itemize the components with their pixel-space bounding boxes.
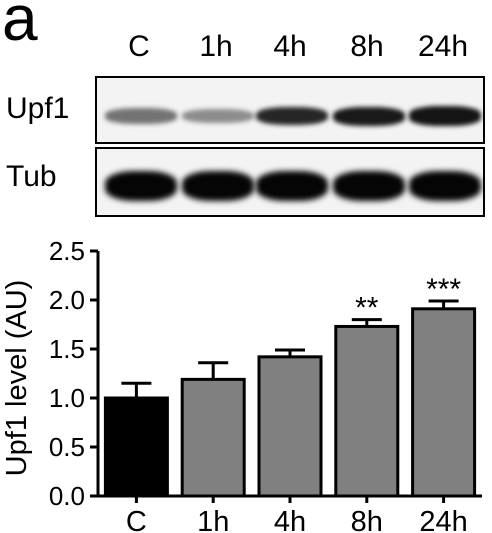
y-axis-label-group: Upf1 level (AU) [1,280,33,477]
blot-band-upf1-24h [409,106,481,126]
blot-band-tub-24h [409,171,481,201]
significance-marker-24h: *** [426,273,461,306]
lane-label-4h: 4h [273,30,307,63]
bars: ***** [103,273,477,498]
x-tick-label-1h: 1h [197,506,229,533]
y-tick-label: 1.5 [49,334,85,364]
blot-band-tub-1h [182,171,254,201]
blot-row-label-upf1: Upf1 [6,92,70,125]
lane-label-c: C [128,30,150,63]
lane-label-1h: 1h [199,30,233,63]
bar-4h [257,355,323,498]
blot-band-upf1-c [105,108,177,124]
lane-label-8h: 8h [350,30,384,63]
x-tick-label-24h: 24h [419,506,467,533]
blot-band-upf1-1h [182,108,254,124]
western-blot-upf1 [95,76,485,144]
blot-band-upf1-4h [256,106,328,126]
x-tick-label-c: C [126,506,147,533]
y-tick-label: 0.5 [49,432,85,462]
blot-row-label-tub: Tub [6,160,57,193]
y-tick-label: 2.0 [49,285,85,315]
y-tick-label: 1.0 [49,383,85,413]
y-tick-label: 0.0 [49,481,85,511]
blot-band-tub-4h [256,171,328,201]
x-tick-label-4h: 4h [274,506,306,533]
bar-c [103,396,169,498]
significance-marker-8h: ** [355,292,379,325]
y-tick-label: 2.5 [49,236,85,266]
ticks: 0.0 0.5 1.0 1.5 2.0 2.5 C 1h 4h 8h 24h [49,236,468,533]
y-axis-label: Upf1 level (AU) [1,280,33,477]
western-blot-tub [95,147,485,217]
x-tick-label-8h: 8h [351,506,383,533]
panel-letter: a [2,0,38,54]
bar-1h [180,377,246,498]
blot-band-tub-8h [333,171,405,201]
bar-24h [411,307,477,498]
bar-8h [334,324,400,498]
blot-band-tub-c [105,171,177,201]
blot-band-upf1-8h [333,106,405,126]
lane-label-24h: 24h [417,30,469,63]
